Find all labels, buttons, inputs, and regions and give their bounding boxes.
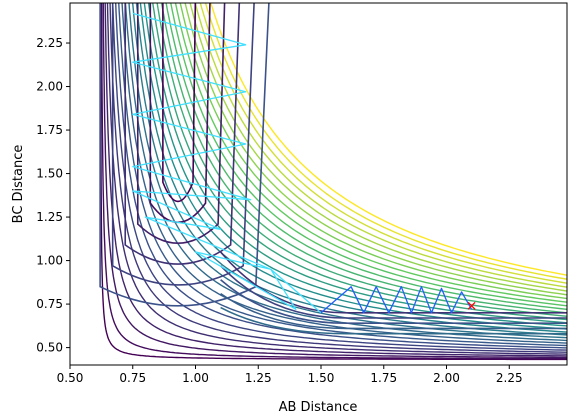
y-axis-ticks: 0.50 0.75 1.00 1.25 1.50 1.75 2.00 2.25 — [36, 36, 70, 355]
contour-line — [104, 3, 567, 357]
contour-line — [100, 3, 567, 360]
contour-well — [124, 3, 241, 265]
y-tick-label: 2.25 — [36, 36, 63, 50]
end-markers — [467, 301, 476, 310]
x-tick-label: 2.00 — [433, 371, 460, 385]
contour-line — [118, 3, 567, 347]
contour-line — [109, 3, 567, 353]
end-x-marker — [467, 301, 476, 310]
plot-frame — [69, 2, 568, 366]
contour-line — [124, 3, 567, 342]
y-tick-label: 1.75 — [36, 123, 63, 137]
contour-line — [184, 3, 567, 296]
trajectory-path — [132, 12, 322, 314]
contour-valley — [220, 265, 567, 319]
contour-well — [111, 3, 255, 286]
y-tick-label: 0.50 — [36, 341, 63, 355]
contour-line — [160, 3, 567, 314]
x-tick-label: 1.00 — [182, 371, 209, 385]
x-tick-label: 0.50 — [57, 371, 84, 385]
y-tick-label: 1.50 — [36, 167, 63, 181]
contour-line — [179, 3, 567, 300]
contour-valley — [220, 279, 567, 325]
y-tick-label: 0.75 — [36, 297, 63, 311]
contour-line — [102, 3, 567, 359]
contour-line — [143, 3, 567, 327]
y-tick-label: 1.25 — [36, 210, 63, 224]
contour-valley — [219, 251, 567, 314]
x-tick-label: 1.50 — [308, 371, 335, 385]
x-tick-label: 0.75 — [119, 371, 146, 385]
contour-valley — [220, 306, 567, 335]
trajectory-path — [320, 286, 473, 314]
x-tick-label: 1.75 — [370, 371, 397, 385]
contour-line — [210, 3, 567, 276]
contour-line — [194, 3, 567, 288]
contour-valley — [220, 292, 567, 330]
contour-line — [165, 3, 567, 311]
contour-line — [112, 3, 567, 351]
contour-line — [99, 3, 567, 361]
x-tick-label: 1.25 — [245, 371, 272, 385]
contour-line — [135, 3, 567, 333]
contour-line — [106, 3, 567, 355]
contour-line — [174, 3, 567, 303]
contour-well — [99, 3, 270, 307]
contour-line — [199, 3, 567, 284]
y-tick-label: 1.00 — [36, 254, 63, 268]
trajectory-lines — [132, 12, 473, 314]
y-tick-label: 2.00 — [36, 80, 63, 94]
x-axis-label: AB Distance — [279, 400, 358, 415]
x-axis-ticks: 0.50 0.75 1.00 1.25 1.50 1.75 2.00 2.25 — [57, 365, 523, 385]
y-axis-label: BC Distance — [11, 145, 26, 224]
contour-line — [170, 3, 567, 307]
x-tick-label: 2.25 — [496, 371, 523, 385]
